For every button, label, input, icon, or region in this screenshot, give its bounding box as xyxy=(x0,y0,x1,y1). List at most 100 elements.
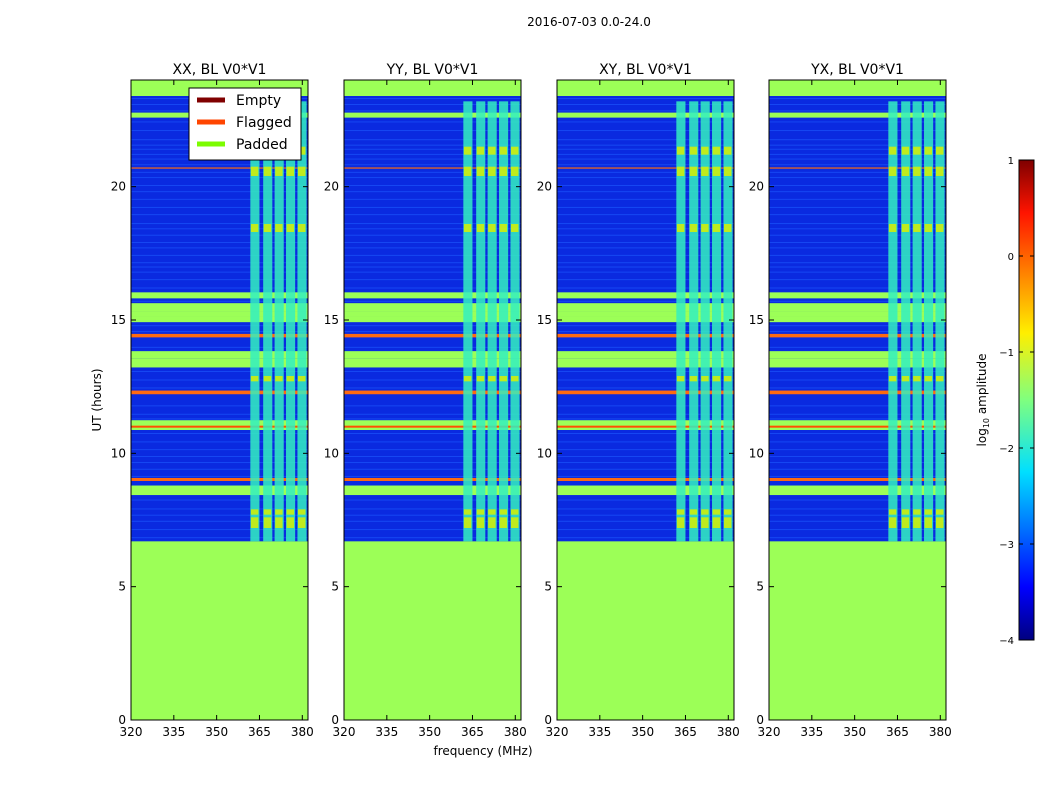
rfi-patch xyxy=(724,166,732,176)
data-band xyxy=(769,475,946,477)
rfi-patch xyxy=(901,224,910,232)
data-band xyxy=(344,433,521,435)
data-band xyxy=(769,520,946,522)
data-band xyxy=(344,371,521,373)
data-band xyxy=(344,171,521,173)
data-band xyxy=(131,449,308,451)
padded-band xyxy=(131,316,308,323)
rfi-patch xyxy=(701,509,709,515)
rfi-column xyxy=(510,101,520,542)
rfi-column xyxy=(250,101,260,542)
x-tick-label: 380 xyxy=(504,725,527,739)
rfi-patch xyxy=(275,517,283,528)
rfi-patch xyxy=(298,517,306,528)
rfi-patch xyxy=(712,166,721,176)
data-band xyxy=(344,223,521,225)
rfi-patch xyxy=(476,509,485,515)
data-band xyxy=(557,468,734,470)
rfi-column xyxy=(286,101,296,542)
data-band xyxy=(344,191,521,193)
rfi-column xyxy=(935,101,945,542)
rfi-patch xyxy=(275,224,283,232)
rfi-patch xyxy=(463,376,472,382)
rfi-patch xyxy=(298,376,306,382)
data-band xyxy=(557,405,734,407)
colorbar-label: log10 amplitude xyxy=(975,354,991,447)
rfi-patch xyxy=(488,517,496,528)
data-band xyxy=(344,387,521,389)
data-band xyxy=(769,185,946,187)
flagged-band xyxy=(131,390,308,395)
rfi-patch xyxy=(888,509,897,515)
rfi-patch xyxy=(924,146,933,155)
rfi-column xyxy=(297,101,307,542)
data-band xyxy=(344,198,521,200)
rfi-patch xyxy=(511,224,519,232)
x-tick-label: 335 xyxy=(588,725,611,739)
y-tick-label: 0 xyxy=(756,713,764,727)
data-band xyxy=(557,104,734,106)
data-band xyxy=(131,287,308,289)
rfi-column xyxy=(463,101,473,542)
x-tick-label: 320 xyxy=(546,725,569,739)
rfi-patch xyxy=(298,509,306,515)
rfi-patch xyxy=(499,509,508,515)
padded-band xyxy=(769,311,946,317)
rfi-patch xyxy=(701,146,709,155)
rfi-patch xyxy=(250,517,259,528)
rfi-patch xyxy=(936,224,944,232)
x-tick-label: 365 xyxy=(886,725,909,739)
x-tick-label: 365 xyxy=(461,725,484,739)
data-band xyxy=(557,514,734,516)
data-band xyxy=(769,130,946,132)
data-band xyxy=(344,158,521,160)
rfi-patch xyxy=(712,509,721,515)
rfi-patch xyxy=(263,509,272,515)
data-band xyxy=(557,185,734,187)
data-band xyxy=(344,121,521,123)
colorbar: 10−1−2−3−4 log10 amplitude xyxy=(975,156,1035,647)
padded-band xyxy=(557,303,734,312)
data-band xyxy=(131,223,308,225)
data-band xyxy=(769,499,946,501)
panel-3: XY, BL V0*V1 320 335 350 365 380 0 5 10 15 20 xyxy=(537,62,740,739)
data-band xyxy=(131,177,308,179)
data-band xyxy=(344,529,521,531)
data-band xyxy=(131,514,308,516)
data-band xyxy=(769,418,946,420)
y-tick-label: 20 xyxy=(749,180,764,194)
rfi-patch xyxy=(499,224,508,232)
rfi-patch xyxy=(499,517,508,528)
rfi-patch xyxy=(901,376,910,382)
flagged-line xyxy=(344,425,521,428)
data-band xyxy=(131,418,308,420)
data-band xyxy=(557,371,734,373)
colorbar-tick-label: −3 xyxy=(999,540,1014,551)
data-band xyxy=(557,242,734,244)
panel-title: YY, BL V0*V1 xyxy=(386,62,479,78)
data-band xyxy=(344,300,521,302)
x-tick-label: 380 xyxy=(291,725,314,739)
data-band xyxy=(557,537,734,539)
rfi-column xyxy=(888,101,898,542)
data-band xyxy=(131,234,308,236)
panel-frame xyxy=(556,79,735,721)
data-band xyxy=(344,475,521,477)
padded-band xyxy=(344,303,521,312)
data-band xyxy=(131,185,308,187)
data-band xyxy=(131,529,308,531)
data-band xyxy=(557,331,734,333)
rfi-column xyxy=(499,101,509,542)
padded-band xyxy=(344,112,521,118)
data-band xyxy=(131,462,308,464)
rfi-patch xyxy=(901,166,910,176)
rfi-patch xyxy=(936,166,944,176)
data-band xyxy=(769,405,946,407)
padded-band xyxy=(769,420,946,430)
rfi-patch xyxy=(676,517,685,528)
rfi-patch xyxy=(511,146,519,155)
data-band xyxy=(131,379,308,381)
data-band xyxy=(131,254,308,256)
data-band xyxy=(344,508,521,510)
